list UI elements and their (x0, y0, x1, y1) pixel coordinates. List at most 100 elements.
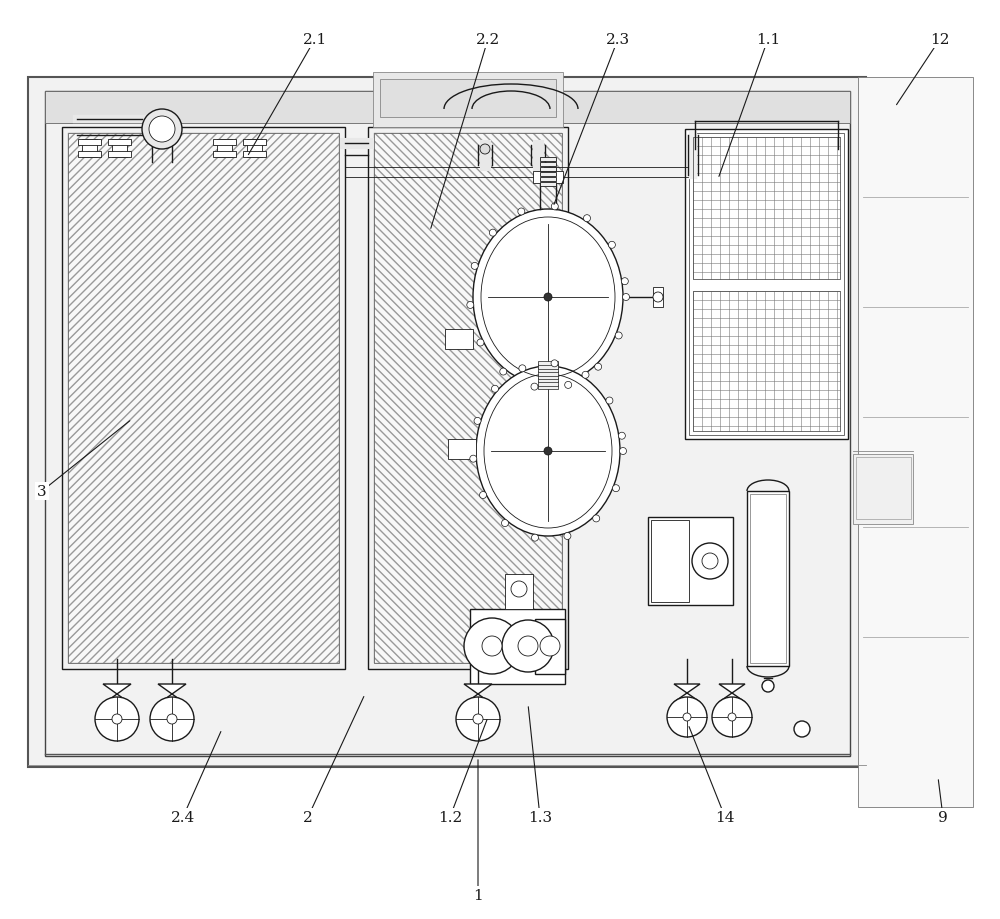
Bar (373, 73, 563, 128)
Circle shape (502, 620, 554, 673)
Circle shape (95, 698, 139, 742)
Circle shape (612, 485, 619, 493)
Circle shape (480, 492, 487, 499)
Circle shape (595, 364, 602, 370)
Circle shape (518, 209, 525, 216)
Text: 2.2: 2.2 (476, 33, 500, 47)
Circle shape (531, 535, 538, 541)
Circle shape (582, 372, 589, 379)
Text: 9: 9 (938, 811, 948, 824)
Text: 1.1: 1.1 (756, 33, 780, 47)
Bar (538, 361, 558, 366)
Text: 3: 3 (37, 484, 47, 498)
Circle shape (470, 456, 477, 462)
Bar (112, 140, 127, 158)
Circle shape (471, 263, 478, 270)
Bar (68, 134, 339, 664)
Circle shape (683, 713, 691, 721)
Circle shape (142, 110, 182, 150)
Bar (540, 177, 556, 182)
Circle shape (519, 366, 526, 372)
Bar (535, 619, 565, 675)
Text: 14: 14 (715, 811, 735, 824)
Text: 1.2: 1.2 (438, 811, 462, 824)
Circle shape (501, 520, 508, 527)
Circle shape (167, 714, 177, 724)
Polygon shape (103, 685, 131, 704)
Circle shape (551, 360, 558, 368)
Bar (213, 152, 236, 158)
Bar (247, 140, 262, 158)
Circle shape (474, 418, 481, 425)
Bar (470, 609, 565, 685)
Text: 2.1: 2.1 (303, 33, 327, 47)
Bar (45, 92, 850, 124)
Circle shape (615, 333, 622, 340)
Bar (747, 492, 789, 666)
Text: 2.3: 2.3 (606, 33, 630, 47)
Circle shape (622, 294, 630, 301)
Circle shape (489, 230, 496, 237)
Bar (538, 379, 558, 383)
Bar (374, 134, 562, 664)
Bar (243, 140, 266, 146)
Circle shape (584, 215, 590, 222)
Circle shape (467, 302, 474, 309)
Bar (750, 494, 786, 664)
Circle shape (565, 382, 572, 389)
Bar (538, 371, 558, 376)
Ellipse shape (473, 210, 623, 386)
Circle shape (464, 618, 520, 675)
Circle shape (621, 278, 628, 286)
Bar (448, 439, 476, 460)
Bar (648, 517, 733, 606)
Bar (540, 183, 556, 187)
Bar (108, 152, 131, 158)
Text: 1: 1 (473, 888, 483, 902)
Circle shape (491, 386, 498, 392)
Circle shape (482, 636, 502, 656)
Bar (538, 365, 558, 369)
Circle shape (667, 698, 707, 737)
Circle shape (762, 680, 774, 692)
Bar (538, 375, 558, 380)
Circle shape (794, 721, 810, 737)
Bar (693, 291, 840, 432)
Bar (62, 128, 345, 669)
Bar (538, 369, 558, 373)
Circle shape (620, 448, 626, 455)
Circle shape (112, 714, 122, 724)
Circle shape (606, 398, 613, 404)
Circle shape (531, 384, 538, 391)
Circle shape (564, 533, 571, 540)
Bar (82, 140, 97, 158)
Bar (243, 152, 266, 158)
Bar (368, 128, 568, 669)
Bar (685, 130, 848, 439)
Circle shape (473, 714, 483, 724)
Polygon shape (158, 685, 186, 704)
Bar (445, 330, 473, 349)
Bar (68, 134, 339, 664)
Bar (78, 140, 101, 146)
Bar (28, 78, 866, 767)
Circle shape (551, 204, 558, 210)
Bar (538, 385, 558, 390)
Bar (217, 140, 232, 158)
Text: 12: 12 (930, 33, 950, 47)
Bar (540, 158, 556, 162)
Text: 2: 2 (303, 811, 313, 824)
Polygon shape (464, 685, 492, 704)
Bar (108, 140, 131, 146)
Polygon shape (719, 685, 745, 702)
Bar (693, 138, 840, 279)
Circle shape (150, 698, 194, 742)
Circle shape (608, 242, 615, 249)
Circle shape (593, 516, 600, 522)
Circle shape (544, 448, 552, 456)
Circle shape (728, 713, 736, 721)
Bar (45, 92, 850, 756)
Circle shape (480, 145, 490, 154)
Bar (374, 134, 562, 664)
Bar (856, 458, 911, 519)
